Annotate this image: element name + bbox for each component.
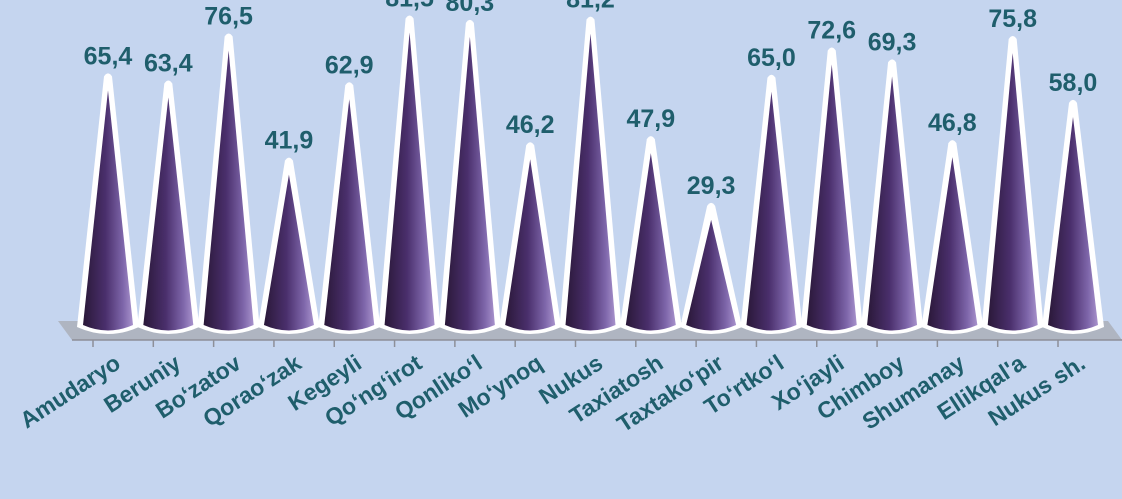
cone-bar (384, 32, 435, 331)
value-labels: 65,4 63,4 76,5 41,9 62,9 81,5 80,3 46,2 81,2 47,9… (84, 0, 1098, 200)
value-label: 63,4 (144, 50, 193, 78)
value-label: 72,6 (807, 16, 856, 44)
cone-bar (143, 97, 194, 331)
cone-bar (565, 33, 616, 331)
cone-bar (867, 76, 918, 331)
category-labels: AmudaryoBeruniyBo‘zatovQorao‘zakKegeyliQ… (15, 349, 1090, 437)
value-label: 81,2 (566, 0, 615, 14)
cone-bar (83, 90, 133, 331)
value-label: 75,8 (988, 5, 1037, 33)
cone-bar (1048, 116, 1098, 331)
cone-bar (927, 157, 978, 331)
cone-bar (324, 99, 375, 331)
value-label: 47,9 (626, 105, 675, 133)
value-label: 65,0 (747, 44, 796, 72)
value-label: 65,4 (84, 42, 133, 70)
cone-bar (746, 91, 797, 331)
cone-bar (686, 219, 737, 331)
cone-bar (625, 153, 676, 331)
value-label: 29,3 (687, 172, 736, 200)
value-label: 76,5 (204, 3, 253, 31)
cone-bar (444, 36, 495, 331)
value-label: 41,9 (265, 127, 314, 155)
cone-bar (987, 53, 1038, 331)
cone-bar (505, 159, 556, 331)
value-label: 46,8 (928, 109, 977, 137)
value-label: 81,5 (385, 0, 434, 13)
value-label: 80,3 (446, 0, 495, 17)
cone-bar (203, 50, 254, 331)
value-label: 62,9 (325, 51, 374, 79)
cone-bar (263, 174, 314, 331)
value-label: 69,3 (868, 28, 917, 56)
value-label: 46,2 (506, 111, 555, 139)
cone-bar (806, 64, 857, 331)
cone-series (77, 15, 1104, 335)
value-label: 58,0 (1049, 69, 1098, 97)
